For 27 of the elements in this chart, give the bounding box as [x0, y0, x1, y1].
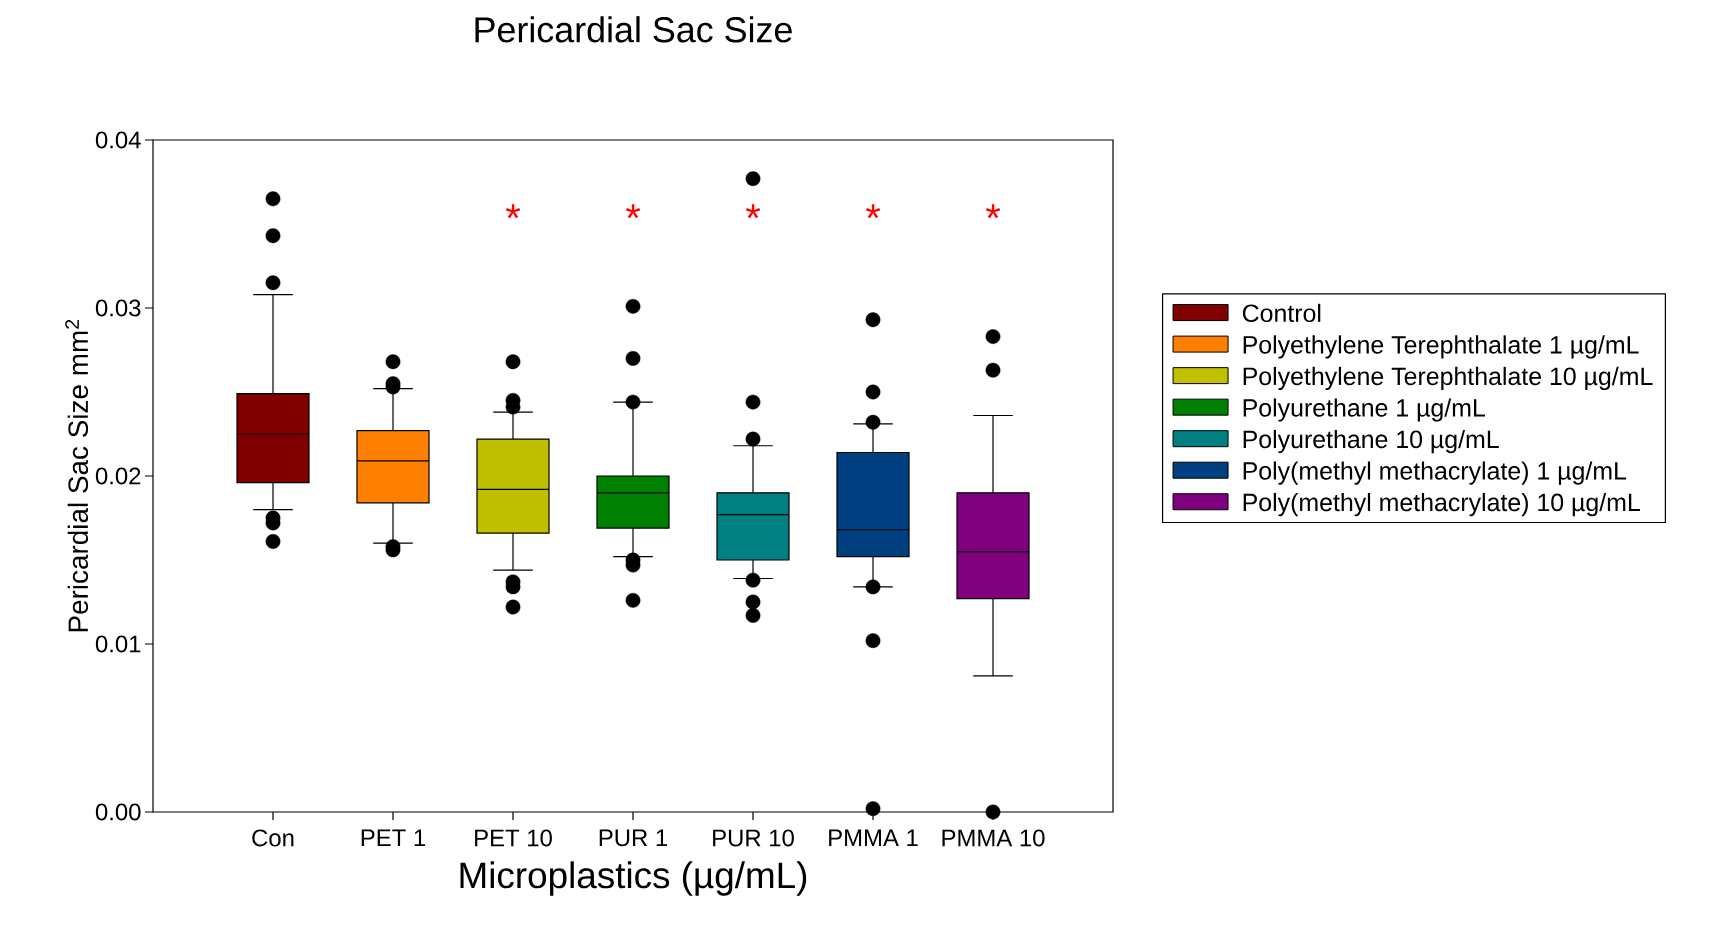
x-tick-label: PET 10 [475, 829, 552, 847]
x-axis-title: Microplastics (µg/mL) [460, 861, 807, 896]
annotation: * [745, 204, 761, 219]
y-tick-label: 0.04 [95, 131, 141, 149]
y-tick-label: 0.00 [95, 803, 141, 821]
y-tick-label: 0.03 [95, 299, 141, 317]
legend-label: Polyurethane 10 µg/mL [1243, 429, 1499, 454]
annotation: * [865, 204, 881, 219]
annotation: * [625, 204, 641, 219]
legend-label: Polyurethane 1 µg/mL [1243, 398, 1485, 422]
x-tick-label: PUR 10 [713, 829, 794, 847]
annotation: * [505, 204, 521, 219]
x-tick-label: PET 1 [361, 829, 426, 846]
y-tick-label: 0.02 [95, 467, 141, 485]
x-tick-label: PUR 1 [599, 829, 668, 847]
annotation: * [985, 204, 1001, 219]
legend-label: Polyethylene Terephthalate 10 µg/mL [1243, 366, 1653, 391]
legend-label: Poly(methyl methacrylate) 1 µg/mL [1243, 461, 1627, 485]
x-tick-label: PMMA 1 [829, 829, 918, 846]
y-axis-title: Pericardial Sac Size mm$^{2}$ [65, 319, 89, 632]
chart-title: Pericardial Sac Size [475, 16, 792, 43]
x-tick-label: Con [252, 829, 294, 847]
x-tick-label: PMMA 10 [942, 829, 1045, 847]
legend-label: Control [1242, 303, 1321, 323]
legend-label: Polyethylene Terephthalate 1 µg/mL [1243, 335, 1639, 359]
y-tick-label: 0.01 [95, 635, 141, 653]
legend-label: Poly(methyl methacrylate) 10 µg/mL [1243, 492, 1640, 517]
